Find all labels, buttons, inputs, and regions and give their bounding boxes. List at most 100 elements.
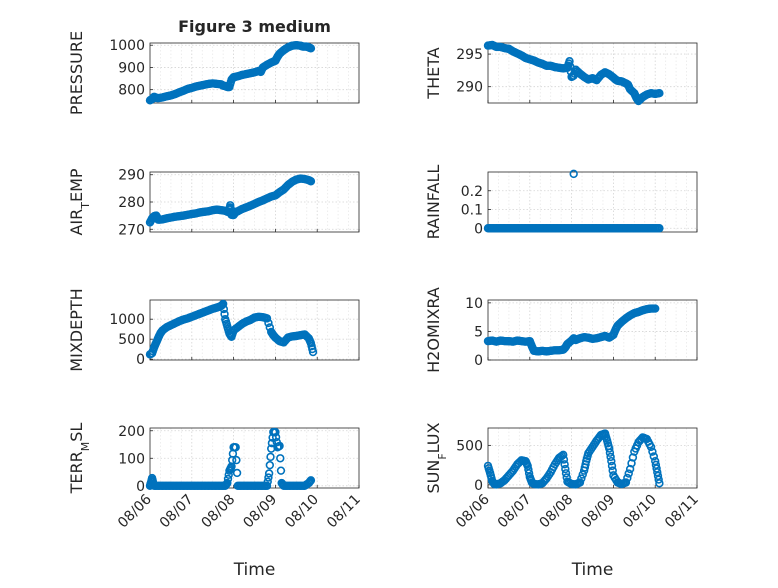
y-tick-label: 0 [136, 479, 145, 495]
y-tick-label: 0.2 [461, 184, 483, 200]
y-tick-label: 500 [118, 332, 145, 348]
data-point [653, 224, 663, 233]
data-point [261, 481, 270, 490]
x-axis-label: Time [571, 560, 614, 580]
data-point [264, 469, 274, 478]
data-point [270, 427, 279, 437]
data-point [223, 474, 233, 484]
y-axis-label: SUNFLUX [424, 422, 449, 493]
data-point [648, 447, 657, 456]
y-tick-label: 290 [118, 168, 145, 184]
data-point [628, 453, 638, 462]
y-tick-label: 100 [118, 451, 145, 467]
data-point [593, 434, 603, 443]
data-point [616, 479, 625, 488]
data-series [145, 41, 316, 105]
axes-box [487, 427, 698, 489]
data-point [232, 468, 242, 478]
data-point [649, 452, 659, 461]
data-point [219, 304, 229, 314]
data-point [306, 477, 315, 486]
data-point [653, 89, 663, 98]
y-axis-label: THETA [424, 47, 443, 99]
y-tick-label: 500 [456, 438, 483, 454]
data-point [649, 304, 659, 313]
data-point [605, 448, 615, 457]
y-tick-label: 280 [118, 195, 145, 211]
subplot-theta: 290 295 THETA [424, 40, 698, 106]
y-tick-label: 900 [118, 60, 145, 76]
data-point [562, 473, 571, 482]
y-axis-label-subscript: F [436, 453, 449, 459]
data-point [265, 460, 275, 470]
y-axis-label-main: RAINFALL [424, 165, 443, 240]
data-point [560, 460, 569, 469]
y-tick-label: 0.1 [461, 203, 483, 219]
data-point [608, 466, 617, 475]
axes-box [149, 42, 360, 104]
y-axis-label-main: MIXDEPTH [67, 288, 86, 371]
data-point [539, 477, 548, 486]
y-tick-label: 1000 [109, 38, 145, 54]
y-tick-label: 1000 [109, 312, 145, 328]
data-point [485, 466, 494, 475]
data-point [308, 344, 317, 354]
data-point [577, 474, 586, 483]
data-series [483, 40, 664, 106]
y-tick-label: 5 [474, 324, 483, 340]
y-tick-label: 0 [474, 353, 483, 369]
data-point [222, 319, 231, 329]
data-point [222, 479, 231, 489]
data-point [264, 318, 273, 328]
data-series [145, 299, 318, 359]
subplot-title: Figure 3 medium [178, 17, 331, 36]
y-axis-label: RAINFALL [424, 165, 443, 240]
axes-box [487, 42, 698, 104]
data-point [264, 473, 273, 482]
data-point [230, 443, 240, 452]
data-point [583, 451, 592, 461]
data-point [606, 452, 615, 462]
y-axis-label-subscript: T [79, 202, 92, 210]
y-axis-label-subscript: M [79, 442, 92, 452]
y-axis-label: AIRTEMP [67, 168, 92, 235]
y-tick-label: 0 [474, 478, 483, 494]
y-axis-label-main: THETA [424, 47, 443, 99]
y-axis-label-tail: LUX [424, 422, 443, 453]
y-axis-label-tail: EMP [67, 168, 86, 202]
data-point [274, 442, 284, 451]
data-series [145, 174, 316, 227]
data-point [524, 469, 534, 478]
data-series [483, 169, 664, 233]
data-point [623, 473, 632, 483]
data-series [483, 429, 664, 489]
data-point [645, 304, 654, 313]
x-axis-label: Time [233, 560, 276, 580]
data-point [593, 74, 603, 83]
y-tick-label: 0 [474, 221, 483, 237]
data-point [654, 475, 663, 484]
y-axis-label: TERRMSL [67, 423, 92, 495]
data-point [649, 89, 659, 98]
data-point [653, 471, 663, 481]
data-point [306, 176, 315, 186]
y-tick-label: 800 [118, 83, 145, 99]
subplot-rainfall: 0 0.1 0.2 RAINFALL [424, 165, 698, 240]
y-axis-label-main: AIR [67, 209, 86, 236]
data-point [561, 464, 570, 474]
y-axis-label-main: TERR [67, 451, 86, 494]
data-point [569, 169, 578, 179]
data-point [272, 438, 281, 447]
y-tick-label: 295 [456, 47, 483, 63]
data-point [276, 466, 286, 475]
y-axis-label: H2OMIXRA [424, 287, 443, 373]
data-point [306, 337, 315, 346]
subplot-mixdepth: 0 500 1000 MIXDEPTH [67, 288, 360, 372]
data-point [651, 460, 661, 470]
data-point [652, 464, 661, 473]
data-point [524, 465, 533, 474]
data-point [220, 309, 229, 319]
data-point [607, 461, 617, 471]
y-tick-label: 10 [465, 296, 483, 312]
